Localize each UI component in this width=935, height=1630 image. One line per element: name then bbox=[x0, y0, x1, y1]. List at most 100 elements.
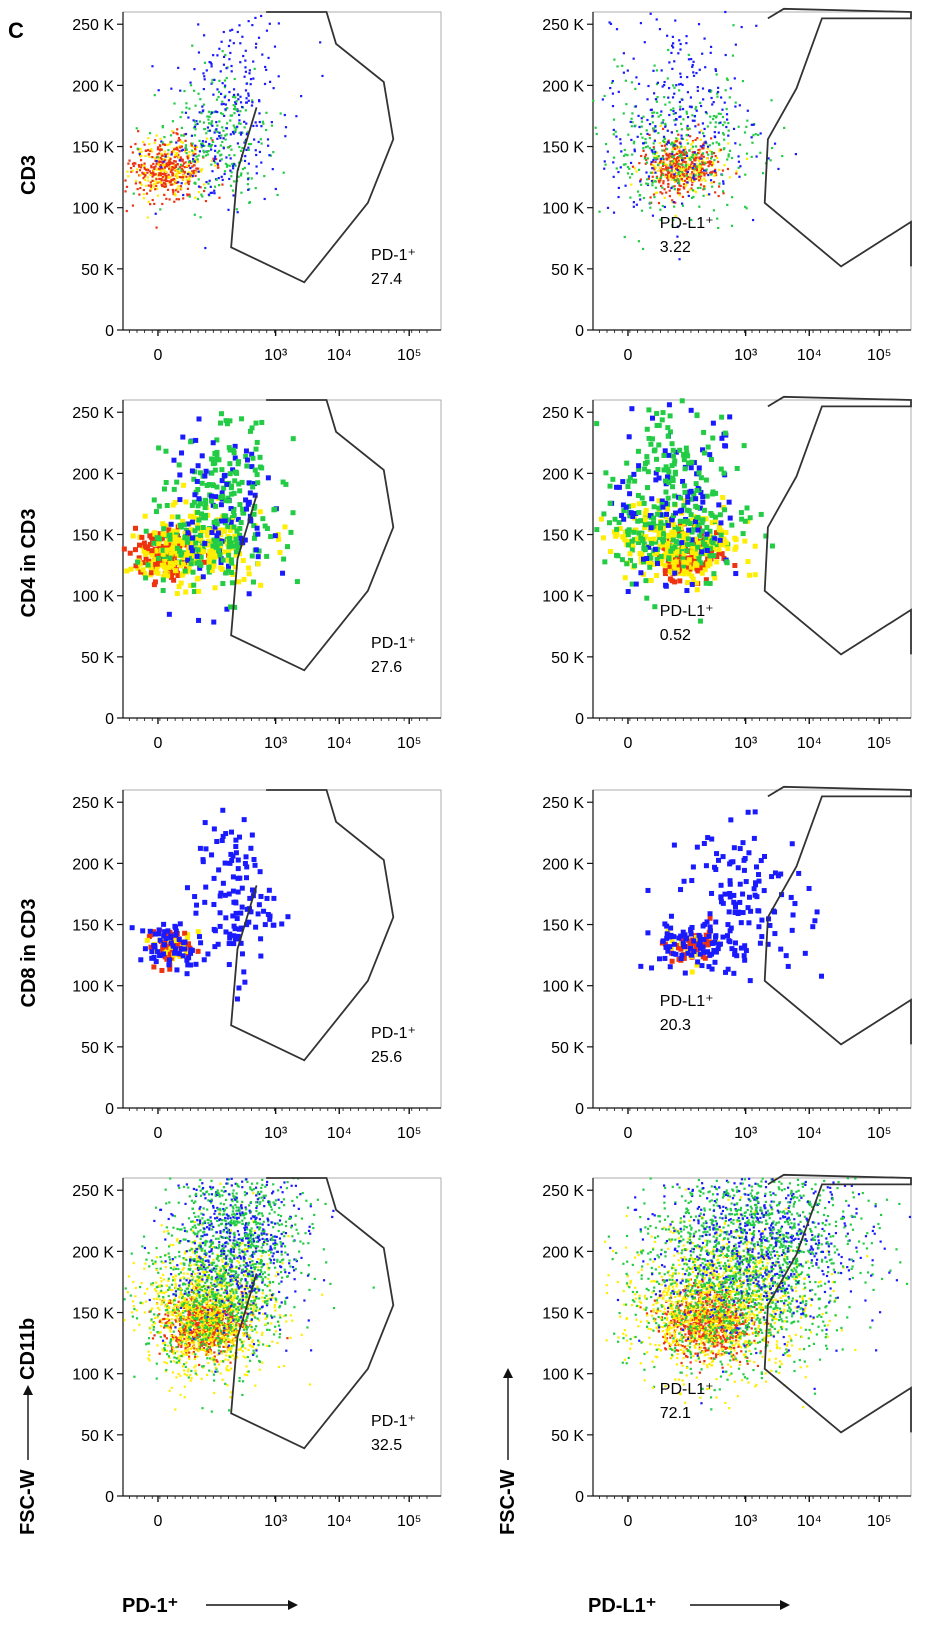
data-point bbox=[742, 539, 747, 544]
data-point bbox=[666, 148, 668, 150]
data-point bbox=[166, 144, 168, 146]
data-point bbox=[258, 869, 263, 874]
data-point bbox=[732, 563, 737, 568]
data-point bbox=[658, 116, 660, 118]
data-point bbox=[657, 956, 662, 961]
data-point bbox=[709, 160, 711, 162]
data-point bbox=[185, 144, 187, 146]
data-point bbox=[669, 153, 671, 155]
data-point bbox=[151, 541, 156, 546]
data-point bbox=[211, 538, 216, 543]
data-point bbox=[727, 142, 729, 144]
data-point bbox=[137, 543, 142, 548]
data-point bbox=[661, 453, 666, 458]
data-point bbox=[192, 175, 194, 177]
data-point bbox=[224, 79, 226, 81]
data-point bbox=[700, 155, 702, 157]
data-point bbox=[661, 145, 663, 147]
data-point bbox=[285, 544, 290, 549]
data-point bbox=[627, 134, 629, 136]
data-point bbox=[646, 119, 648, 121]
data-point bbox=[619, 138, 621, 140]
data-point bbox=[609, 87, 611, 89]
data-point bbox=[250, 554, 255, 559]
y-axis-title-fscw: FSC-W bbox=[17, 1469, 39, 1535]
data-point bbox=[739, 165, 741, 167]
data-point bbox=[667, 130, 669, 132]
data-point bbox=[707, 174, 709, 176]
data-point bbox=[194, 175, 196, 177]
data-point bbox=[724, 121, 726, 123]
data-point bbox=[175, 1315, 177, 1317]
data-point bbox=[610, 477, 615, 482]
y-tick-label: 0 bbox=[105, 1489, 114, 1506]
data-point bbox=[256, 125, 258, 127]
data-point bbox=[756, 924, 761, 929]
data-point bbox=[198, 171, 200, 173]
data-point bbox=[631, 125, 633, 127]
data-point bbox=[248, 72, 250, 74]
data-point bbox=[637, 115, 639, 117]
data-point bbox=[670, 441, 675, 446]
data-point bbox=[262, 121, 264, 123]
data-point bbox=[728, 130, 730, 132]
data-point bbox=[132, 170, 134, 172]
data-point bbox=[711, 103, 713, 105]
data-point bbox=[152, 199, 154, 201]
data-point bbox=[167, 153, 169, 155]
data-point bbox=[232, 131, 234, 133]
data-point bbox=[177, 937, 182, 942]
data-point bbox=[172, 951, 177, 956]
data-point bbox=[662, 163, 664, 165]
data-point bbox=[202, 72, 204, 74]
data-point bbox=[140, 155, 142, 157]
data-point bbox=[633, 141, 635, 143]
data-point bbox=[669, 195, 671, 197]
data-point bbox=[665, 467, 670, 472]
data-point bbox=[685, 184, 687, 186]
data-point bbox=[160, 161, 162, 163]
data-point bbox=[183, 135, 185, 137]
data-point bbox=[186, 179, 188, 181]
data-point bbox=[246, 566, 251, 571]
data-point bbox=[198, 940, 203, 945]
data-point bbox=[228, 99, 230, 101]
data-point bbox=[175, 189, 177, 191]
data-point bbox=[260, 15, 262, 17]
data-point bbox=[291, 510, 296, 515]
data-point bbox=[226, 77, 228, 79]
data-point bbox=[713, 159, 715, 161]
data-point bbox=[647, 560, 652, 565]
data-point bbox=[193, 68, 195, 70]
data-point bbox=[725, 546, 730, 551]
data-point bbox=[214, 145, 216, 147]
data-point bbox=[650, 161, 652, 163]
data-point bbox=[212, 94, 214, 96]
data-point bbox=[686, 111, 688, 113]
data-point bbox=[147, 533, 152, 538]
data-point bbox=[216, 111, 218, 113]
data-point bbox=[223, 518, 228, 523]
data-point bbox=[727, 939, 732, 944]
data-point bbox=[240, 905, 245, 910]
data-point bbox=[710, 436, 715, 441]
data-point bbox=[204, 247, 206, 249]
data-point bbox=[178, 198, 180, 200]
data-point bbox=[173, 183, 175, 185]
data-point bbox=[714, 170, 716, 172]
data-point bbox=[142, 165, 144, 167]
data-point bbox=[220, 93, 222, 95]
data-point bbox=[174, 154, 176, 156]
data-point bbox=[211, 120, 213, 122]
data-point bbox=[626, 154, 628, 156]
data-point bbox=[211, 555, 216, 560]
data-point bbox=[714, 68, 716, 70]
data-point bbox=[675, 84, 677, 86]
data-point bbox=[692, 71, 694, 73]
data-point bbox=[134, 143, 136, 145]
data-point bbox=[696, 110, 698, 112]
data-point bbox=[214, 1331, 216, 1333]
data-point bbox=[230, 65, 232, 67]
data-point bbox=[720, 495, 725, 500]
data-point bbox=[619, 513, 624, 518]
